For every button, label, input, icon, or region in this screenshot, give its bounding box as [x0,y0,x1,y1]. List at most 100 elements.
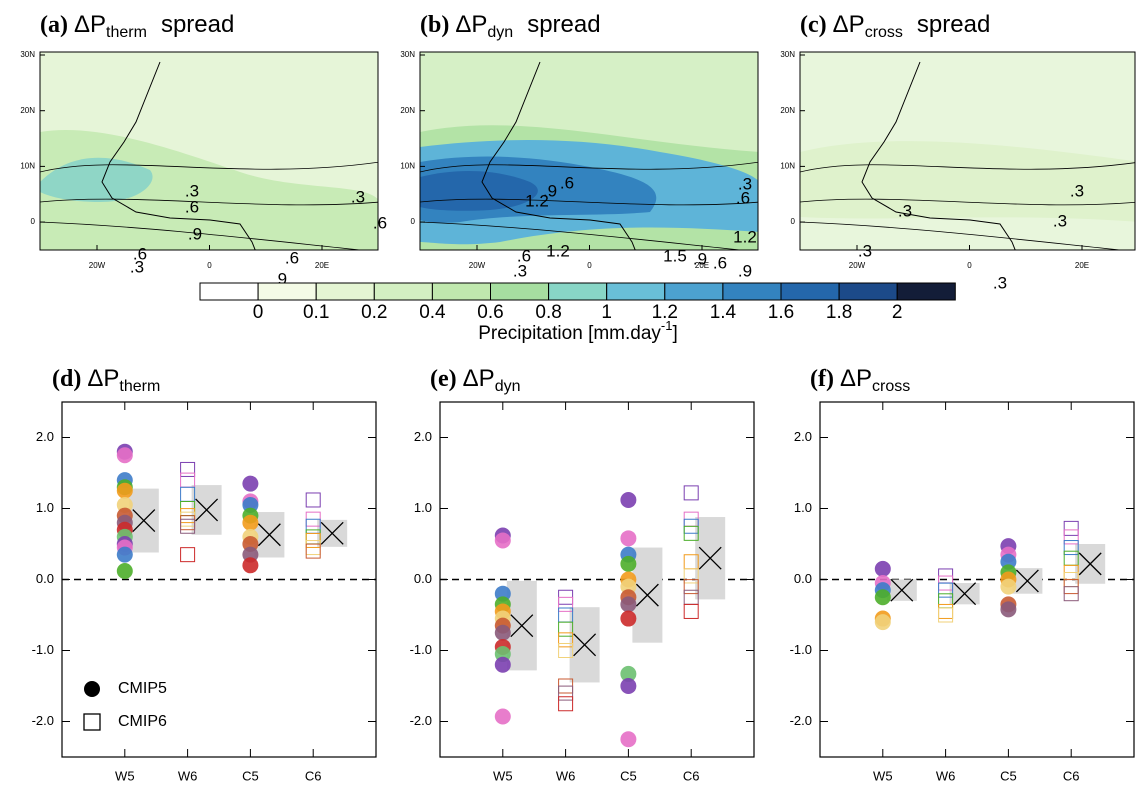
legend-label: CMIP6 [118,713,167,730]
lat-tick-label: 0 [31,217,36,226]
contour-label: .3 [1053,211,1067,230]
contour-line [40,221,365,250]
lon-tick-label: 20E [315,261,329,270]
contour-label: .9 [543,181,557,200]
y-tick-label: -1.0 [32,642,54,657]
lat-tick-label: 20N [20,106,35,115]
cmip6-point [180,461,196,477]
colorbar-tick-label: 1 [601,302,612,323]
lat-tick-label: 0 [791,217,796,226]
coastline [481,61,636,250]
y-tick-label: -2.0 [410,713,432,728]
panel-suffix: spread [917,11,990,38]
contour-line [420,161,758,173]
contour-label: .3 [513,261,527,280]
shading [40,130,378,250]
y-tick-label: -2.0 [32,713,54,728]
panel-label: (b) [420,12,449,38]
cmip6-point [938,607,954,623]
cmip5-point [620,678,637,694]
contour-line [800,198,1135,206]
panel-label: (d) [52,366,81,392]
cmip6-point [558,696,574,712]
shading [800,141,1135,222]
contour-label: 1.2 [525,191,549,210]
cmip6-point [938,582,954,598]
map-frame [799,51,1136,251]
mean-marker [698,546,722,570]
panel-symbol: ΔP [833,11,865,38]
panel-symbol: ΔP [463,365,495,392]
lon-tick-label: 20E [1075,261,1089,270]
lon-tick-label: 0 [207,261,212,270]
colorbar-tick-label: 1.6 [768,302,794,323]
x-tick-label: W6 [178,768,198,783]
colorbar-box [199,282,259,301]
cmip6-point [558,632,574,648]
colorbar-box [606,282,666,301]
panel-symbol: ΔP [74,11,106,38]
cmip6-point [683,603,699,619]
contour-label: 1.5 [663,246,687,265]
contour-label: .3 [130,257,144,276]
lat-tick-label: 10N [20,162,35,171]
lon-tick-label: 20W [469,261,486,270]
x-tick-label: C5 [242,768,259,783]
shading [40,157,153,202]
x-tick-label: C5 [1000,768,1017,783]
contour-label: 1.2 [546,241,570,260]
lat-tick-label: 20N [400,106,415,115]
panel-subscript: dyn [495,378,521,395]
cmip6-point [558,596,574,612]
contour-label: .6 [373,213,387,232]
legend-label: CMIP5 [118,680,167,697]
lat-tick-label: 10N [780,162,795,171]
x-tick-label: W5 [873,768,893,783]
colorbar-tick-label: 0.6 [477,302,503,323]
colorbar-tick-label: 0.4 [419,302,446,323]
panel-suffix: spread [527,11,600,38]
colorbar-tick-label: 2 [892,302,903,323]
x-tick-label: C5 [620,768,637,783]
cmip6-point [558,685,574,701]
panel-label: (f) [810,366,834,392]
cmip5-point [116,562,133,579]
cmip5-point [494,708,511,725]
cmip6-point [180,547,196,563]
lon-tick-label: 0 [967,261,972,270]
cmip5-point [116,447,133,464]
contour-label: .6 [285,248,299,267]
lon-tick-label: 0 [587,261,592,270]
mean-marker [510,614,534,638]
colorbar-box [838,282,898,301]
mean-marker [132,509,156,533]
y-tick-label: 0.0 [36,571,54,586]
cmip5-point [242,475,259,492]
mean-marker [1015,569,1039,593]
cmip6-point [683,525,699,541]
colorbar-box [257,282,317,301]
lat-tick-label: 0 [411,217,416,226]
lat-tick-label: 30N [20,50,35,59]
y-tick-label: 2.0 [794,429,812,444]
panel-subscript: therm [106,24,147,41]
mean-marker [1078,552,1102,576]
x-tick-label: W6 [936,768,956,783]
panel-title: (d) ΔPtherm [52,365,160,395]
panel-suffix: spread [161,11,234,38]
cmip6-point [1063,540,1079,556]
mean-marker [320,521,344,545]
colorbar-label-end: ] [672,323,677,344]
cmip5-point [494,532,511,549]
colorbar-box [315,282,375,301]
mean-marker [890,578,914,602]
contour-line [420,221,745,250]
map-panel: .3.6 1.2 1.5.9.6.91.2.3.61.2.9.630N20N10N0… [400,50,759,280]
panel-subscript: dyn [487,24,513,41]
contour-label: .3 [993,273,1007,292]
panel-symbol: ΔP [840,365,872,392]
lat-tick-label: 30N [780,50,795,59]
lon-tick-label: 20W [89,261,106,270]
